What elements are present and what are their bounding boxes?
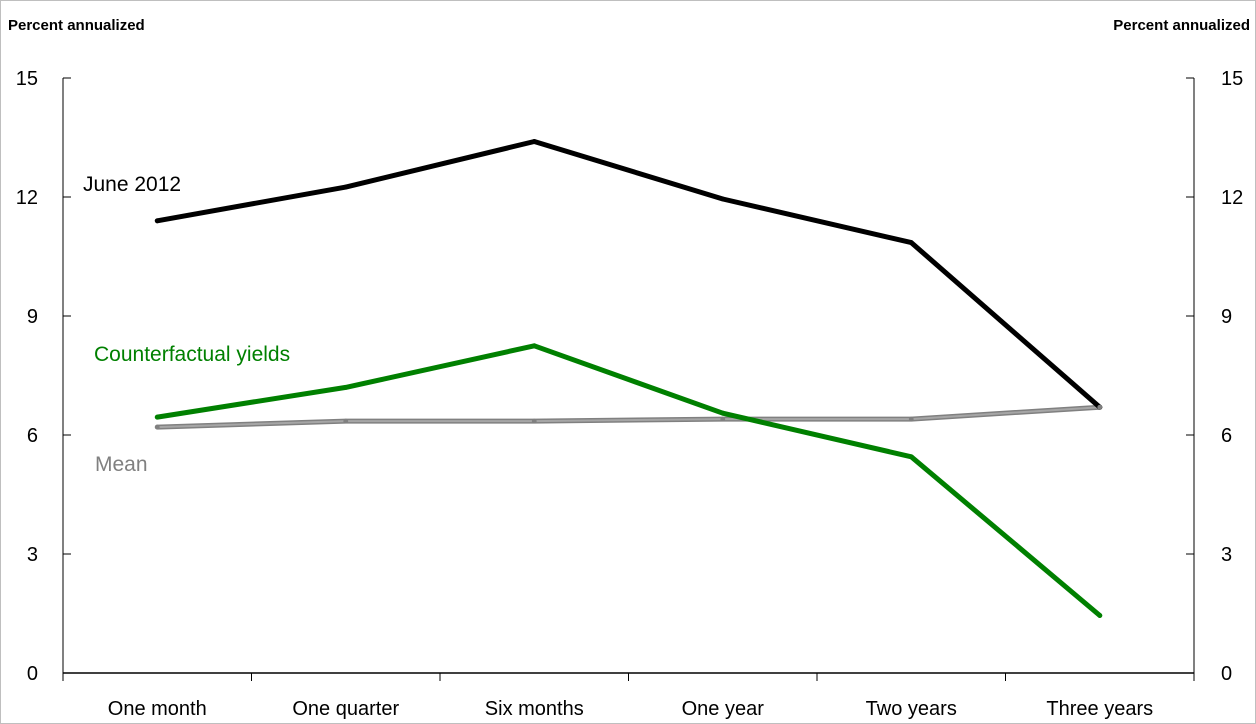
data-point-series-2 [908, 416, 914, 422]
data-point-series-0 [720, 196, 726, 202]
data-points [154, 139, 1103, 618]
data-point-series-0 [531, 139, 537, 144]
data-point-series-0 [154, 218, 160, 224]
left-tick-label: 0 [27, 663, 38, 685]
right-tick-label: 0 [1221, 663, 1232, 685]
series-mean [154, 404, 1103, 430]
data-point-series-2 [154, 424, 160, 430]
data-point-series-0 [343, 184, 349, 190]
left-tick-label: 3 [27, 544, 38, 566]
right-tick-label: 3 [1221, 544, 1232, 566]
series-counterfactual-yields [154, 343, 1103, 618]
x-tick-label: Three years [1046, 698, 1153, 720]
right-tick-label: 9 [1221, 306, 1232, 328]
data-point-series-1 [908, 454, 914, 460]
left-axis-ticks: 0 3 6 9 12 15 [16, 68, 71, 685]
data-point-series-1 [1097, 613, 1103, 618]
x-tick-label: Two years [866, 698, 957, 720]
data-point-series-2 [1097, 404, 1103, 410]
right-tick-label: 6 [1221, 425, 1232, 447]
data-point-series-1 [343, 385, 349, 390]
series-line-counterfactual-yields [154, 343, 1103, 618]
data-point-series-1 [531, 343, 537, 349]
right-axis-ticks: 0 3 6 9 12 15 [1186, 68, 1243, 685]
left-tick-label: 9 [27, 306, 38, 328]
data-point-series-1 [154, 414, 160, 420]
data-point-series-2 [343, 418, 349, 424]
data-point-series-2 [531, 418, 537, 424]
series-label-june-2012: June 2012 [83, 173, 181, 196]
x-axis-ticks: One month One quarter Six months One year Tw… [62, 673, 1195, 720]
x-tick-label: One month [108, 698, 207, 720]
x-tick-label: One year [682, 698, 765, 720]
x-tick-label: Six months [485, 698, 584, 720]
series-label-counterfactual-yields: Counterfactual yields [94, 343, 290, 366]
left-tick-label: 6 [27, 425, 38, 447]
left-axis-title: Percent annualized [8, 17, 145, 34]
series-june-2012 [154, 139, 1103, 410]
x-tick-label: One quarter [292, 698, 399, 720]
series-label-mean: Mean [95, 453, 148, 476]
data-point-series-1 [720, 410, 726, 416]
right-tick-label: 12 [1221, 187, 1243, 209]
right-axis-title: Percent annualized [1113, 17, 1250, 34]
series-line-june-2012 [154, 139, 1103, 410]
right-tick-label: 15 [1221, 68, 1243, 90]
data-point-series-0 [908, 240, 914, 246]
data-point-series-2 [720, 416, 726, 422]
left-tick-label: 15 [16, 68, 38, 90]
series-line-mean-highlight [156, 406, 1101, 429]
left-tick-label: 12 [16, 187, 38, 209]
